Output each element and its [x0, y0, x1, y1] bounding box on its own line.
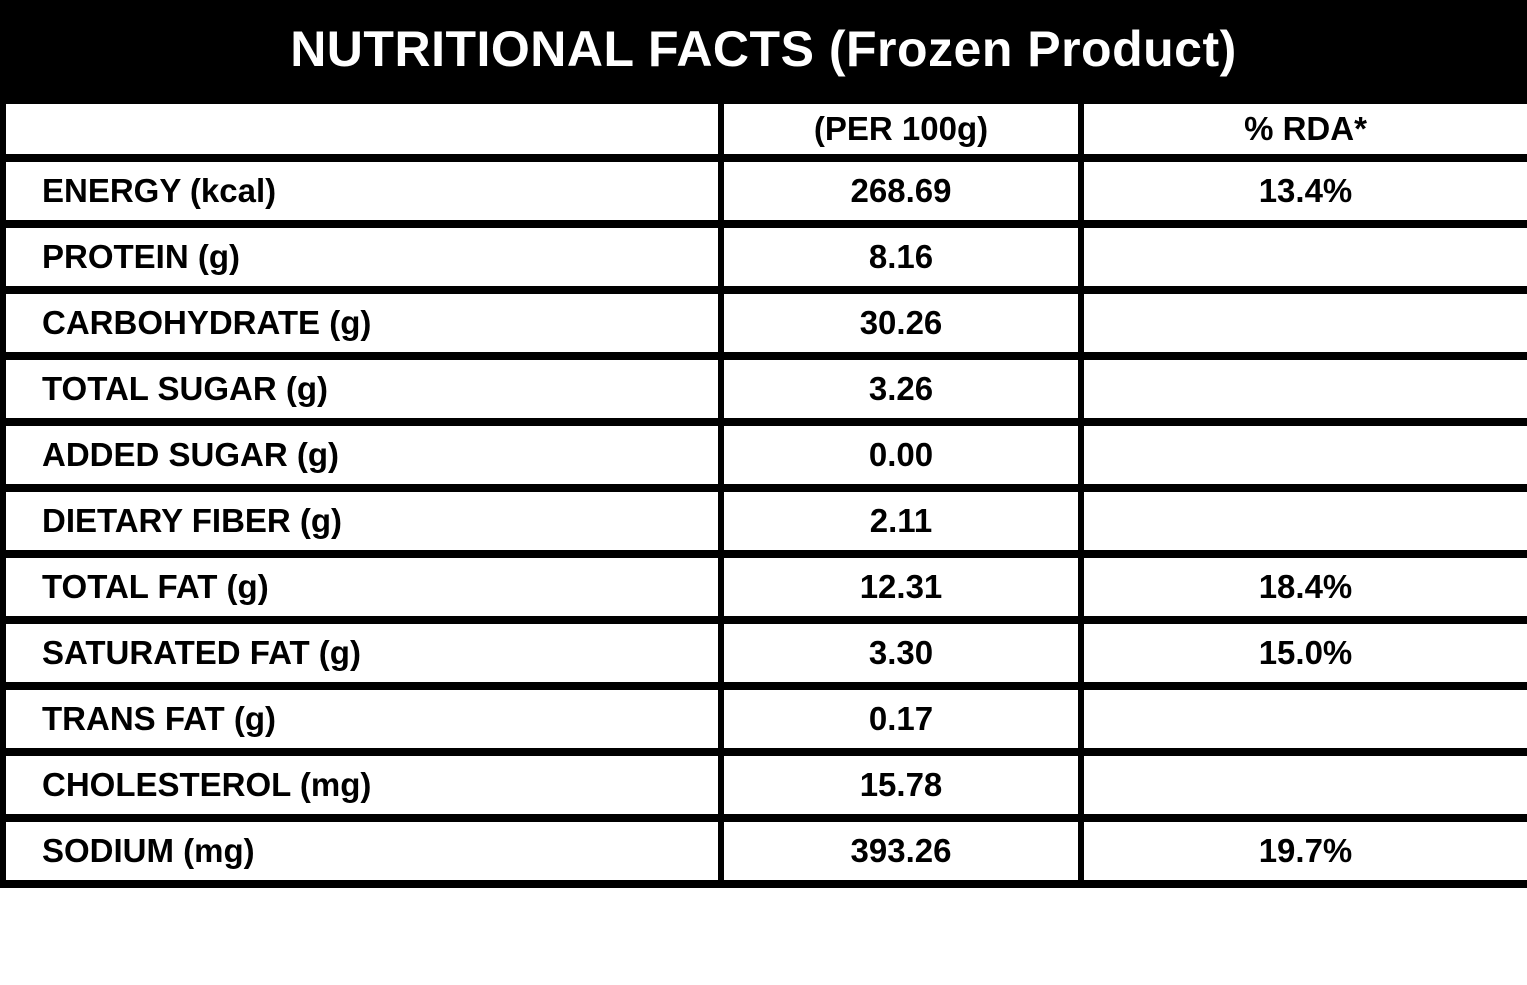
page-title: NUTRITIONAL FACTS (Frozen Product)	[290, 20, 1237, 77]
table-row-cholesterol: CHOLESTEROL (mg) 15.78	[0, 748, 1527, 822]
nutrient-rda-value: 19.7%	[1078, 814, 1527, 888]
nutrient-label: TOTAL FAT (g)	[0, 550, 724, 624]
title-bar: NUTRITIONAL FACTS (Frozen Product)	[0, 0, 1527, 97]
nutrient-per100g-value: 268.69	[718, 154, 1084, 228]
column-header-nutrient	[0, 96, 724, 162]
nutrient-rda-value: 13.4%	[1078, 154, 1527, 228]
table-row-sodium: SODIUM (mg) 393.26 19.7%	[0, 814, 1527, 888]
nutrient-rda-value	[1078, 682, 1527, 756]
nutrient-per100g-value: 3.30	[718, 616, 1084, 690]
nutrient-label: TRANS FAT (g)	[0, 682, 724, 756]
nutrient-rda-value: 18.4%	[1078, 550, 1527, 624]
nutrient-rda-value	[1078, 220, 1527, 294]
column-header-row: (PER 100g) % RDA*	[0, 96, 1527, 162]
nutrient-per100g-value: 30.26	[718, 286, 1084, 360]
nutrient-label: DIETARY FIBER (g)	[0, 484, 724, 558]
nutrient-per100g-value: 8.16	[718, 220, 1084, 294]
nutrient-per100g-value: 0.17	[718, 682, 1084, 756]
nutrient-rda-value	[1078, 748, 1527, 822]
table-row-trans-fat: TRANS FAT (g) 0.17	[0, 682, 1527, 756]
nutrient-rda-value: 15.0%	[1078, 616, 1527, 690]
nutrient-rda-value	[1078, 418, 1527, 492]
nutrient-rda-value	[1078, 352, 1527, 426]
table-row-carbohydrate: CARBOHYDRATE (g) 30.26	[0, 286, 1527, 360]
nutrient-label: ADDED SUGAR (g)	[0, 418, 724, 492]
table-row-protein: PROTEIN (g) 8.16	[0, 220, 1527, 294]
nutrient-label: TOTAL SUGAR (g)	[0, 352, 724, 426]
table-row-added-sugar: ADDED SUGAR (g) 0.00	[0, 418, 1527, 492]
column-header-rda: % RDA*	[1078, 96, 1527, 162]
nutrient-per100g-value: 12.31	[718, 550, 1084, 624]
nutrient-per100g-value: 0.00	[718, 418, 1084, 492]
nutrient-per100g-value: 2.11	[718, 484, 1084, 558]
nutrient-per100g-value: 393.26	[718, 814, 1084, 888]
nutrient-label: CARBOHYDRATE (g)	[0, 286, 724, 360]
nutrient-label: CHOLESTEROL (mg)	[0, 748, 724, 822]
nutrient-label: SATURATED FAT (g)	[0, 616, 724, 690]
column-header-per-100g: (PER 100g)	[718, 96, 1084, 162]
table-row-energy: ENERGY (kcal) 268.69 13.4%	[0, 154, 1527, 228]
table-row-total-sugar: TOTAL SUGAR (g) 3.26	[0, 352, 1527, 426]
nutrient-label: ENERGY (kcal)	[0, 154, 724, 228]
nutrition-table: (PER 100g) % RDA* ENERGY (kcal) 268.69 1…	[0, 96, 1527, 888]
nutrient-per100g-value: 3.26	[718, 352, 1084, 426]
nutrient-rda-value	[1078, 484, 1527, 558]
table-row-total-fat: TOTAL FAT (g) 12.31 18.4%	[0, 550, 1527, 624]
table-row-saturated-fat: SATURATED FAT (g) 3.30 15.0%	[0, 616, 1527, 690]
nutrient-label: SODIUM (mg)	[0, 814, 724, 888]
nutrient-label: PROTEIN (g)	[0, 220, 724, 294]
nutrient-rda-value	[1078, 286, 1527, 360]
nutrient-per100g-value: 15.78	[718, 748, 1084, 822]
table-row-dietary-fiber: DIETARY FIBER (g) 2.11	[0, 484, 1527, 558]
